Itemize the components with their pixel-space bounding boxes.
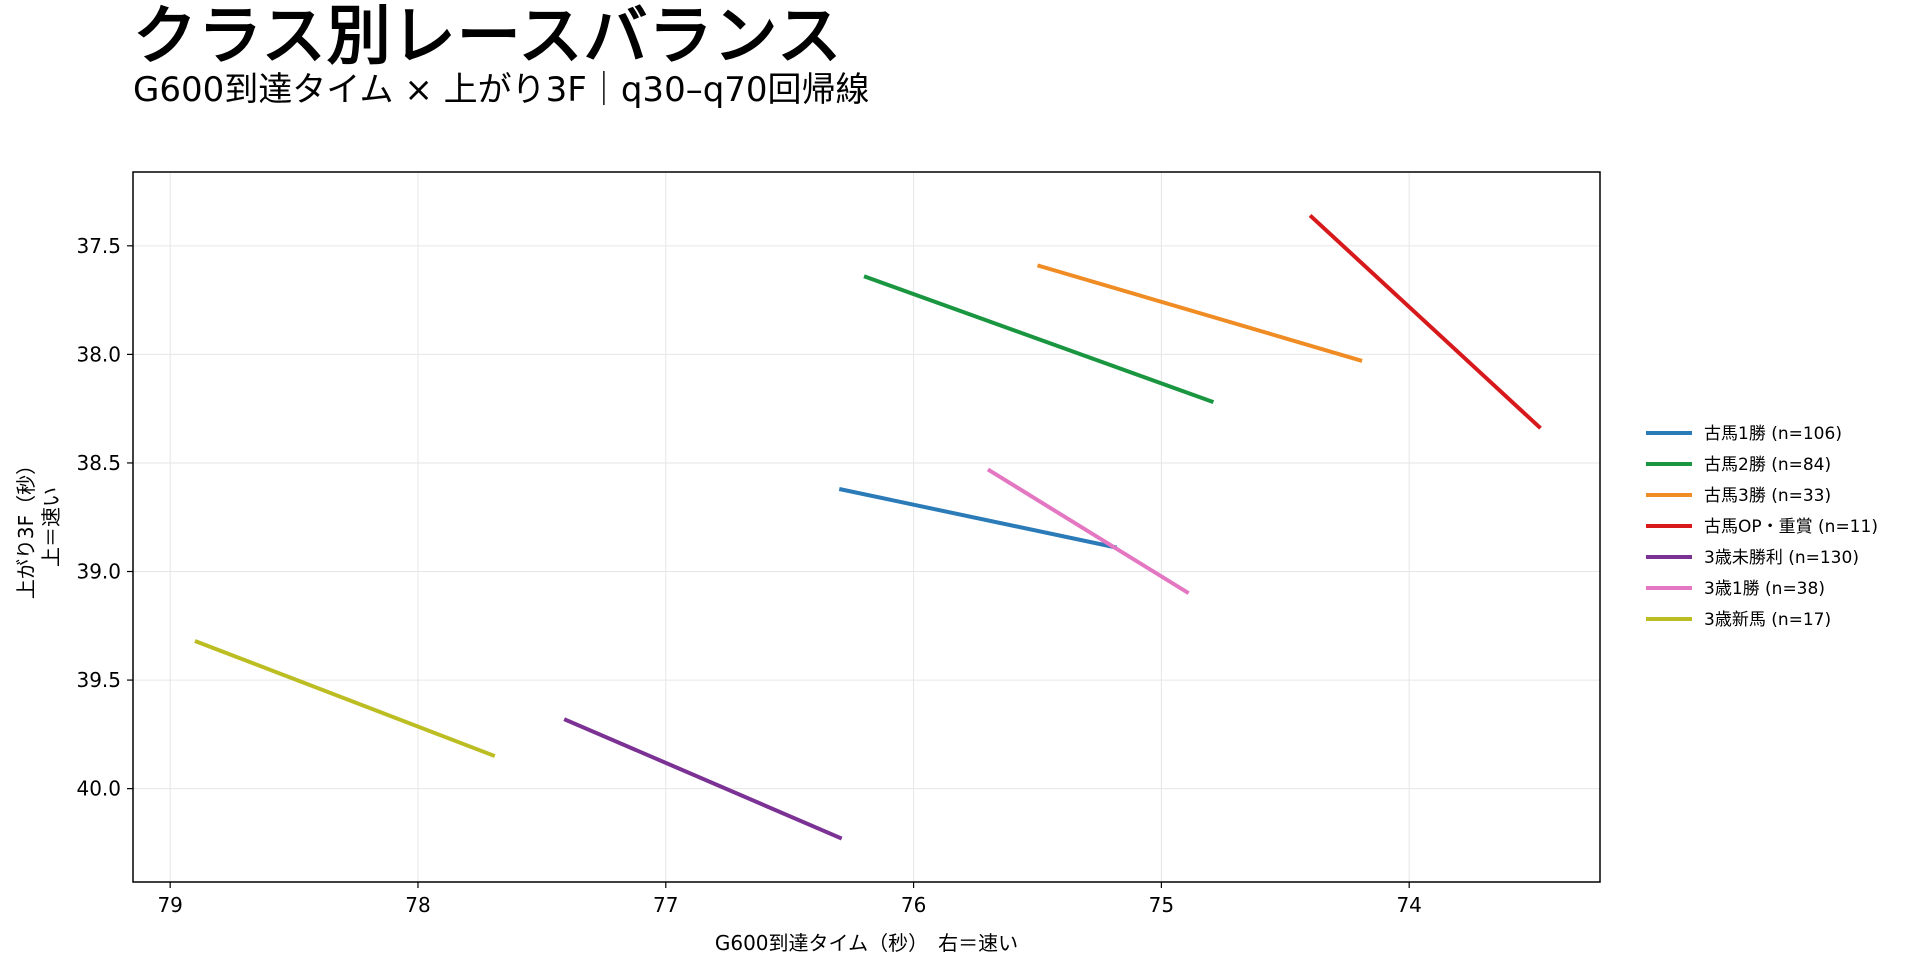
legend-label-1: 古馬2勝 (n=84) (1704, 455, 1831, 475)
legend-label-4: 3歳未勝利 (n=130) (1704, 548, 1859, 568)
legend-label-2: 古馬3勝 (n=33) (1704, 486, 1831, 506)
series-line-1 (863, 274, 1215, 405)
series-line-5 (986, 467, 1190, 595)
series-line-2 (1036, 263, 1363, 363)
series-line-6 (194, 639, 496, 758)
y-tick-label: 39.5 (76, 668, 121, 692)
legend-label-6: 3歳新馬 (n=17) (1704, 610, 1831, 630)
legend-label-0: 古馬1勝 (n=106) (1704, 424, 1842, 444)
y-axis-label-line2: 上＝速い (39, 487, 63, 567)
series-lines (194, 213, 1542, 841)
legend-label-3: 古馬OP・重賞 (n=11) (1704, 517, 1878, 537)
y-tick-label: 38.5 (76, 451, 121, 475)
legend: 古馬1勝 (n=106) 古馬2勝 (n=84) 古馬3勝 (n=33) 古馬OP・重… (1646, 424, 1878, 630)
y-axis: 37.5 38.0 38.5 39.0 39.5 40.0 (76, 234, 133, 801)
y-tick-label: 38.0 (76, 342, 121, 366)
y-tick-label: 40.0 (76, 777, 121, 801)
x-tick-label: 77 (653, 893, 678, 917)
chart-title: クラス別レースバランス (133, 0, 843, 74)
x-axis: 79 78 77 76 75 74 (157, 882, 1422, 917)
x-tick-label: 78 (405, 893, 430, 917)
plot-area-frame (132, 171, 1601, 883)
y-tick-label: 39.0 (76, 560, 121, 584)
series-line-4 (563, 717, 843, 841)
series-line-0 (838, 487, 1118, 550)
x-tick-label: 75 (1149, 893, 1174, 917)
y-axis-label-line1: 上がり3F（秒） (14, 455, 38, 599)
legend-label-5: 3歳1勝 (n=38) (1704, 579, 1825, 599)
x-tick-label: 76 (901, 893, 926, 917)
x-tick-label: 79 (157, 893, 182, 917)
grid (133, 172, 1600, 882)
chart-subtitle: G600到達タイム × 上がり3F｜q30–q70回帰線 (133, 70, 870, 110)
x-axis-label: G600到達タイム（秒） 右＝速い (715, 931, 1018, 955)
y-tick-label: 37.5 (76, 234, 121, 258)
x-tick-label: 74 (1396, 893, 1421, 917)
series-line-3 (1308, 213, 1542, 430)
